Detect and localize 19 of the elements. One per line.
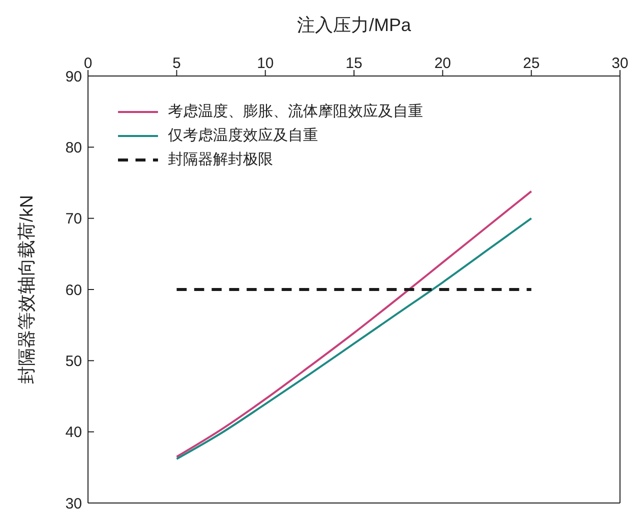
y-tick-label: 80 [65,139,82,156]
legend-label: 封隔器解封极限 [168,150,273,170]
y-tick-label: 30 [65,495,82,512]
x-tick-label: 30 [612,55,628,72]
x-tick-label: 20 [434,55,452,72]
x-axis-title: 注入压力/MPa [296,14,412,35]
y-tick-label: 50 [65,352,82,370]
x-tick-label: 10 [256,55,274,72]
y-tick-label: 60 [65,282,82,299]
legend-label: 考虑温度、膨胀、流体摩阻效应及自重 [168,102,423,122]
x-tick-label: 0 [84,55,92,72]
y-tick-label: 40 [65,424,82,442]
y-tick-label: 70 [65,210,82,228]
x-tick-label: 25 [522,55,540,72]
x-tick-label: 5 [172,55,181,72]
y-tick-label: 90 [65,68,82,86]
legend-label: 仅考虑温度效应及自重 [168,126,318,146]
y-axis-title: 封隔器等效轴向载荷/kN [16,195,36,384]
x-tick-label: 15 [346,55,362,72]
